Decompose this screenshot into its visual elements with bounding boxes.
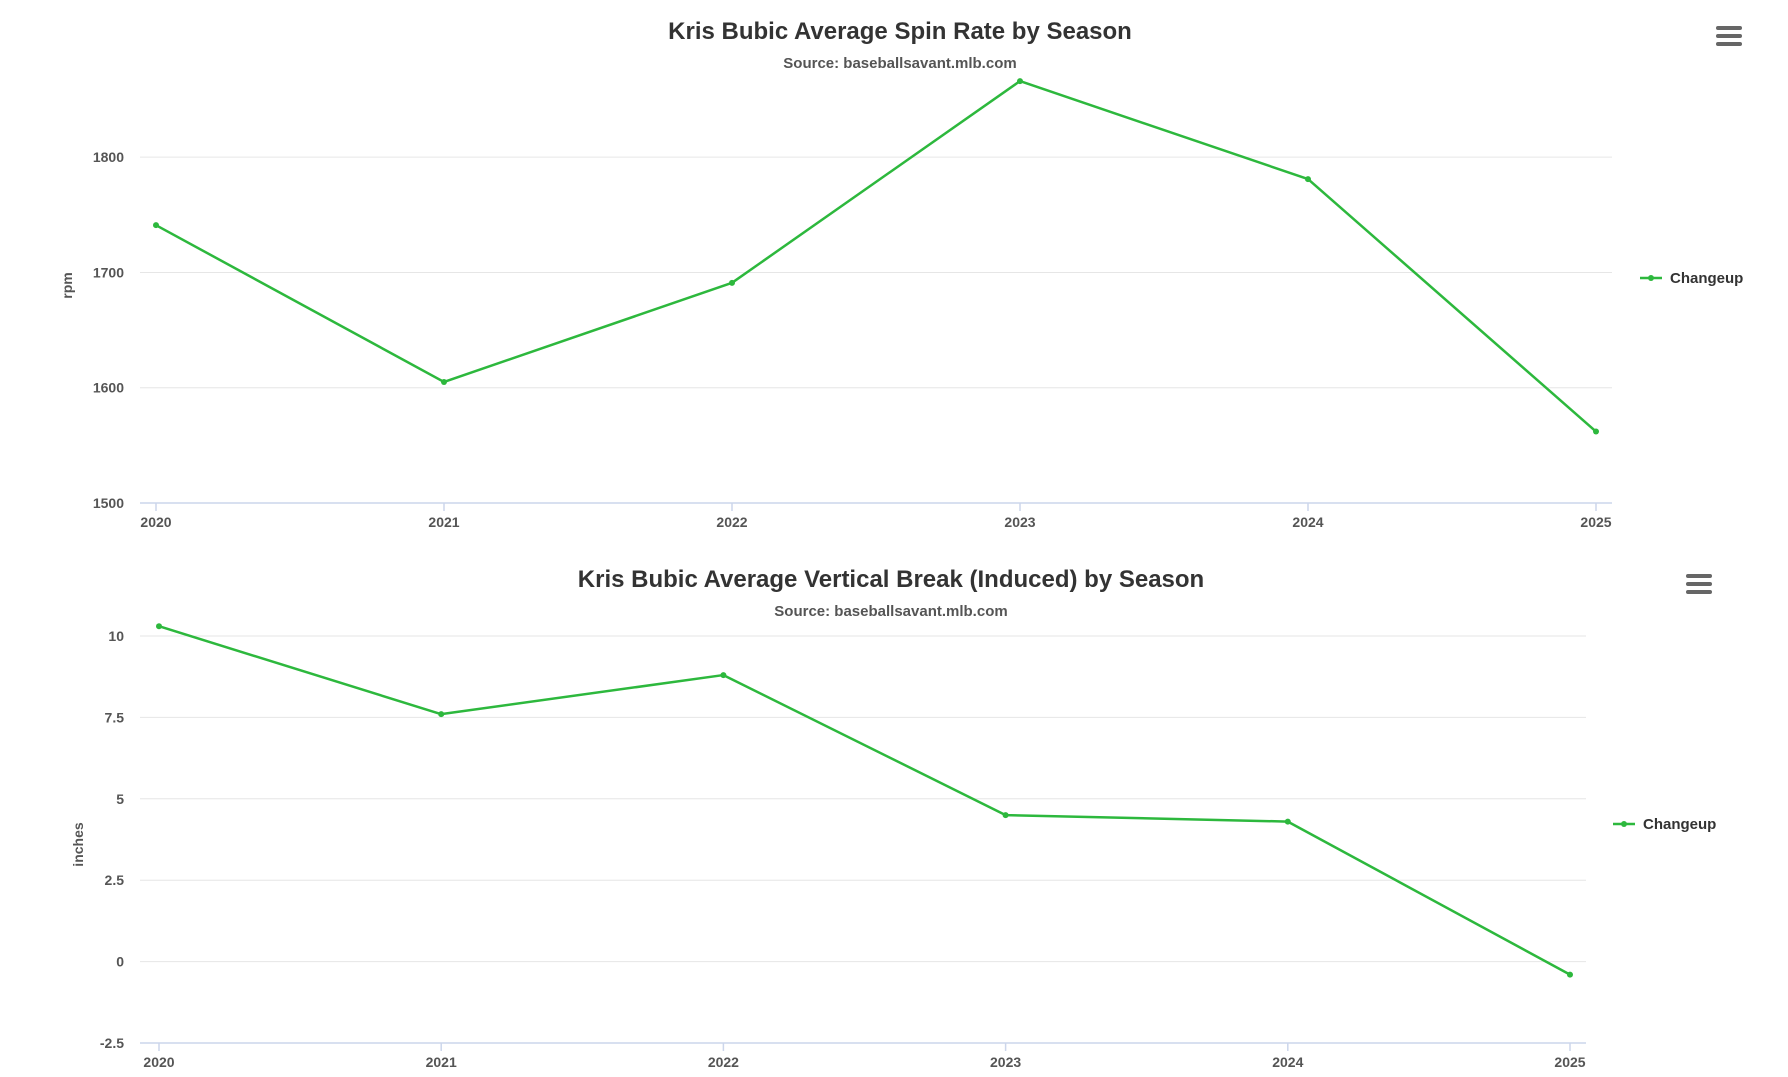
- x-tick-label: 2022: [708, 1054, 739, 1070]
- y-axis-title: inches: [70, 822, 86, 867]
- y-tick-label: 10: [108, 628, 124, 644]
- data-point: [1305, 176, 1311, 183]
- x-tick-label: 2023: [990, 1054, 1021, 1070]
- data-point: [729, 279, 735, 286]
- x-tick-label: 2022: [716, 514, 747, 530]
- x-tick-label: 2021: [428, 514, 459, 530]
- data-point: [1002, 812, 1009, 819]
- x-tick-label: 2025: [1580, 514, 1611, 530]
- series-line-changeup: [155, 79, 1597, 433]
- y-tick-label: -2.5: [100, 1035, 124, 1051]
- vertical-break-chart-svg: Kris Bubic Average Vertical Break (Induc…: [70, 566, 1716, 1070]
- hamburger-menu-icon[interactable]: [1686, 574, 1712, 596]
- x-tick-label: 2024: [1272, 1054, 1303, 1070]
- legend-marker: [1648, 275, 1654, 281]
- y-tick-label: 5: [116, 791, 124, 807]
- x-tick-label: 2025: [1554, 1054, 1585, 1070]
- data-point: [1017, 78, 1023, 85]
- chart-title: Kris Bubic Average Spin Rate by Season: [668, 18, 1132, 45]
- data-point: [1567, 971, 1573, 978]
- x-tick-label: 2020: [140, 514, 171, 530]
- legend-item-changeup[interactable]: Changeup: [1670, 270, 1743, 287]
- data-point: [153, 222, 159, 229]
- y-tick-label: 1600: [93, 380, 124, 396]
- y-tick-label: 0: [116, 954, 124, 970]
- hamburger-menu-icon[interactable]: [1716, 26, 1742, 48]
- spin-rate-chart-svg: Kris Bubic Average Spin Rate by Season So…: [59, 18, 1743, 530]
- data-point: [1593, 428, 1599, 435]
- y-tick-label: 1800: [93, 149, 124, 165]
- x-tick-label: 2020: [143, 1054, 174, 1070]
- data-point: [156, 623, 162, 630]
- legend-item-changeup[interactable]: Changeup: [1643, 816, 1716, 833]
- x-tick-label: 2021: [426, 1054, 457, 1070]
- y-tick-label: 1700: [93, 264, 124, 280]
- vertical-break-chart: Kris Bubic Average Vertical Break (Induc…: [0, 548, 1788, 1077]
- data-point: [720, 672, 727, 679]
- y-tick-label: 7.5: [105, 709, 125, 725]
- legend-marker: [1621, 821, 1627, 827]
- y-tick-label: 2.5: [105, 872, 125, 888]
- data-point: [438, 711, 445, 718]
- chart-subtitle: Source: baseballsavant.mlb.com: [774, 603, 1007, 620]
- series-line-changeup: [158, 625, 1571, 976]
- chart-title: Kris Bubic Average Vertical Break (Induc…: [578, 566, 1204, 593]
- data-point: [1284, 818, 1291, 825]
- data-point: [441, 378, 447, 385]
- chart-subtitle: Source: baseballsavant.mlb.com: [783, 55, 1016, 72]
- x-tick-label: 2024: [1292, 514, 1323, 530]
- y-tick-label: 1500: [93, 495, 124, 511]
- y-axis-title: rpm: [59, 272, 75, 298]
- spin-rate-chart: Kris Bubic Average Spin Rate by Season So…: [59, 18, 1743, 530]
- x-tick-label: 2023: [1004, 514, 1035, 530]
